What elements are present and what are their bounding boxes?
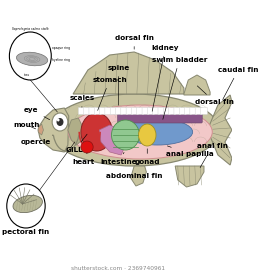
Text: hyaline ring: hyaline ring bbox=[52, 58, 70, 62]
FancyBboxPatch shape bbox=[78, 108, 85, 115]
Polygon shape bbox=[175, 166, 204, 187]
Ellipse shape bbox=[16, 52, 48, 66]
Circle shape bbox=[9, 32, 51, 80]
Text: heart: heart bbox=[73, 153, 95, 165]
Polygon shape bbox=[73, 52, 184, 94]
Text: mouth: mouth bbox=[14, 122, 40, 129]
FancyBboxPatch shape bbox=[158, 108, 165, 115]
Text: spine: spine bbox=[107, 65, 129, 105]
FancyBboxPatch shape bbox=[153, 108, 160, 115]
FancyBboxPatch shape bbox=[185, 108, 192, 115]
Circle shape bbox=[57, 118, 60, 122]
Text: caudal fin: caudal fin bbox=[218, 67, 258, 99]
Text: gonad: gonad bbox=[134, 149, 160, 165]
Text: kidney: kidney bbox=[152, 45, 179, 111]
Text: stomach: stomach bbox=[92, 77, 127, 110]
FancyBboxPatch shape bbox=[200, 108, 207, 115]
FancyBboxPatch shape bbox=[115, 108, 122, 115]
FancyBboxPatch shape bbox=[94, 108, 101, 115]
FancyBboxPatch shape bbox=[179, 108, 186, 115]
FancyBboxPatch shape bbox=[174, 108, 181, 115]
Circle shape bbox=[52, 113, 68, 131]
Ellipse shape bbox=[139, 124, 156, 146]
FancyBboxPatch shape bbox=[126, 108, 133, 115]
Ellipse shape bbox=[13, 195, 42, 213]
FancyBboxPatch shape bbox=[84, 108, 91, 115]
Text: dorsal fin: dorsal fin bbox=[115, 35, 154, 49]
Text: dorsal fin: dorsal fin bbox=[195, 86, 234, 105]
Polygon shape bbox=[184, 75, 210, 95]
FancyBboxPatch shape bbox=[121, 108, 128, 115]
FancyBboxPatch shape bbox=[100, 108, 107, 115]
Text: opaque ring: opaque ring bbox=[52, 46, 70, 50]
Text: scales: scales bbox=[70, 95, 95, 107]
Text: opercle: opercle bbox=[21, 135, 53, 145]
Text: toss: toss bbox=[24, 73, 30, 77]
Ellipse shape bbox=[81, 141, 93, 153]
Ellipse shape bbox=[112, 120, 139, 150]
FancyBboxPatch shape bbox=[118, 113, 202, 123]
FancyBboxPatch shape bbox=[142, 108, 149, 115]
Text: abdominal fin: abdominal fin bbox=[106, 173, 162, 179]
Polygon shape bbox=[38, 108, 69, 152]
FancyBboxPatch shape bbox=[105, 108, 112, 115]
FancyBboxPatch shape bbox=[169, 108, 176, 115]
Text: anal papilla: anal papilla bbox=[166, 146, 214, 157]
Text: Saprolegnia salmo stalb: Saprolegnia salmo stalb bbox=[12, 27, 49, 31]
Ellipse shape bbox=[123, 119, 193, 145]
FancyBboxPatch shape bbox=[89, 108, 96, 115]
Polygon shape bbox=[68, 118, 82, 145]
Text: shutterstock.com · 2369740961: shutterstock.com · 2369740961 bbox=[72, 266, 165, 271]
FancyBboxPatch shape bbox=[147, 108, 154, 115]
Polygon shape bbox=[38, 124, 43, 135]
Circle shape bbox=[7, 184, 45, 228]
FancyBboxPatch shape bbox=[110, 108, 117, 115]
Circle shape bbox=[56, 118, 63, 126]
Ellipse shape bbox=[81, 113, 112, 151]
Ellipse shape bbox=[49, 94, 219, 166]
FancyBboxPatch shape bbox=[190, 108, 197, 115]
FancyBboxPatch shape bbox=[163, 108, 170, 115]
FancyBboxPatch shape bbox=[195, 108, 202, 115]
Polygon shape bbox=[131, 166, 146, 186]
Text: pectoral fin: pectoral fin bbox=[2, 229, 50, 235]
Polygon shape bbox=[207, 95, 232, 165]
Text: intestine: intestine bbox=[100, 152, 137, 165]
Ellipse shape bbox=[68, 105, 212, 159]
FancyBboxPatch shape bbox=[132, 108, 138, 115]
Polygon shape bbox=[99, 125, 125, 155]
Text: GILL: GILL bbox=[66, 134, 87, 153]
Text: anal fin: anal fin bbox=[197, 143, 228, 168]
FancyBboxPatch shape bbox=[137, 108, 144, 115]
Text: eye: eye bbox=[24, 107, 50, 120]
Text: swim bladder: swim bladder bbox=[152, 57, 207, 119]
